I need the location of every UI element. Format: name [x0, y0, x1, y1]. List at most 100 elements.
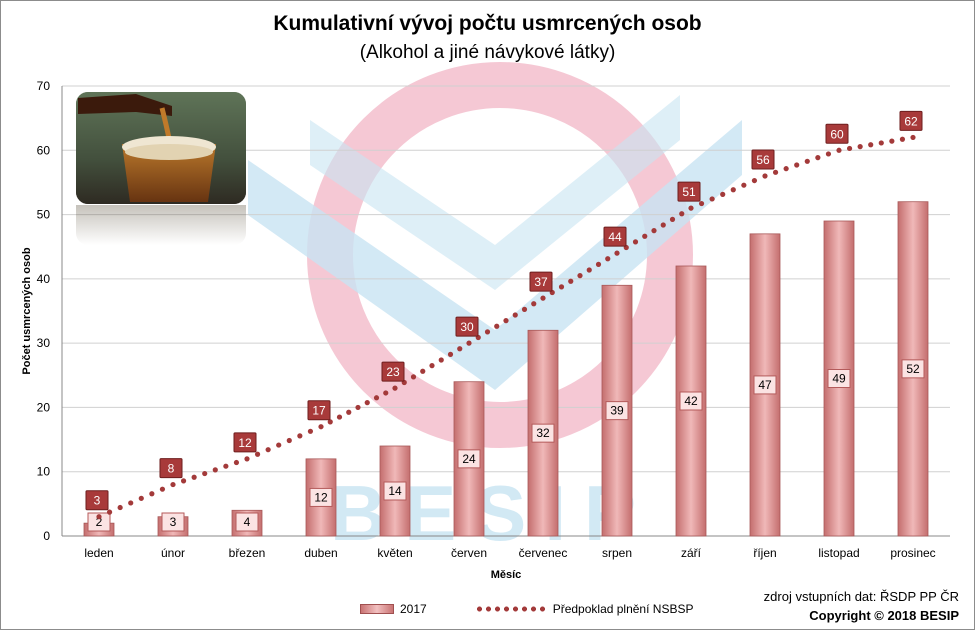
chart-subtitle: (Alkohol a jiné návykové látky): [359, 42, 616, 63]
target-dot: [660, 222, 666, 228]
target-dot: [438, 357, 444, 363]
target-dot: [364, 400, 370, 406]
target-dot: [149, 491, 155, 497]
bar-value-box: [901, 359, 925, 379]
target-dot: [223, 463, 229, 469]
bar-value-label: 49: [832, 372, 846, 386]
target-value-box: [899, 110, 923, 131]
target-value-label: 12: [238, 436, 252, 450]
target-dot: [669, 216, 676, 222]
x-tick-label: listopad: [818, 546, 859, 560]
x-tick-label: říjen: [753, 546, 776, 560]
target-dot: [202, 470, 208, 477]
y-tick-label: 50: [37, 208, 51, 222]
target-value-box: [307, 400, 331, 421]
target-dot: [410, 374, 417, 380]
target-value-label: 23: [386, 365, 400, 379]
bar-value-box: [309, 487, 333, 507]
target-dot: [878, 140, 884, 146]
target-dot: [815, 155, 821, 161]
legend-swatch-2017: [360, 604, 394, 614]
target-dot: [751, 177, 758, 184]
target-dot: [327, 419, 333, 425]
target-dot: [836, 147, 842, 153]
target-dot: [494, 323, 500, 329]
bar-value-label: 2: [96, 515, 103, 529]
chart-title: Kumulativní vývoj počtu usmrcených osob: [273, 12, 702, 35]
target-dot: [825, 151, 832, 157]
target-value-box: [529, 271, 553, 292]
target-dot: [355, 404, 361, 411]
target-dot: [180, 478, 187, 484]
target-dot: [762, 173, 768, 179]
target-dot: [586, 267, 592, 273]
beer-photo-reflection: [76, 205, 246, 245]
x-tick-label: prosinec: [890, 546, 935, 560]
target-dot: [741, 182, 747, 188]
x-tick-label: červen: [451, 546, 487, 560]
target-dot: [889, 138, 895, 144]
bar-value-label: 12: [314, 490, 328, 504]
target-dot: [595, 261, 602, 267]
target-value-box: [751, 149, 775, 170]
target-dot: [457, 346, 463, 352]
target-dot: [138, 495, 144, 501]
bar-value-label: 52: [906, 362, 920, 376]
legend-label-target: Předpoklad plnění NSBSP: [552, 602, 694, 616]
target-value-box: [159, 458, 183, 479]
target-dot: [307, 428, 314, 434]
legend-swatch-target: [474, 606, 547, 612]
target-dot: [106, 509, 113, 515]
target-dot: [531, 301, 537, 307]
target-dot: [512, 312, 518, 318]
x-tick-label: srpen: [602, 546, 632, 560]
target-dot: [191, 474, 197, 480]
target-value-box: [603, 226, 627, 247]
target-dot: [117, 504, 123, 511]
target-dot: [709, 196, 715, 202]
target-value-label: 3: [94, 494, 101, 508]
target-dot: [265, 447, 271, 453]
target-dot: [868, 142, 874, 148]
target-dot: [679, 211, 685, 217]
target-value-box: [381, 361, 405, 382]
target-dot: [373, 395, 380, 401]
target-dot: [698, 200, 705, 207]
target-dot: [276, 442, 282, 448]
target-value-box: [677, 181, 701, 202]
bar-value-label: 32: [536, 426, 550, 440]
target-value-label: 62: [904, 114, 918, 128]
target-dot: [899, 136, 906, 142]
bar-value-box: [753, 375, 777, 395]
target-dot: [383, 390, 389, 396]
target-dot: [233, 459, 240, 466]
target-dot: [783, 166, 789, 172]
target-dot: [558, 284, 565, 290]
bar-value-box: [605, 401, 629, 421]
bar-value-box: [457, 449, 481, 469]
bar-value-box: [161, 512, 185, 532]
target-dot: [346, 409, 352, 415]
bar-value-label: 4: [244, 515, 251, 529]
target-dot: [420, 368, 426, 374]
bar-value-label: 14: [388, 484, 402, 498]
target-dot: [466, 340, 472, 346]
target-dot: [159, 486, 166, 492]
y-tick-label: 20: [37, 400, 51, 414]
target-dot: [297, 433, 303, 439]
bar-value-box: [383, 481, 407, 501]
source-note: zdroj vstupních dat: ŘSDP PP ČR: [763, 589, 959, 604]
target-dot: [772, 169, 779, 175]
target-dot: [318, 424, 324, 430]
x-axis-title: Měsíc: [491, 569, 522, 581]
target-dot: [96, 514, 102, 520]
target-dot: [447, 351, 454, 357]
target-dot: [484, 329, 491, 335]
target-value-label: 44: [608, 230, 622, 244]
x-tick-label: září: [681, 546, 702, 560]
target-dot: [857, 144, 863, 150]
target-dot: [730, 187, 736, 193]
target-dot: [568, 278, 574, 284]
target-dot: [170, 481, 176, 488]
